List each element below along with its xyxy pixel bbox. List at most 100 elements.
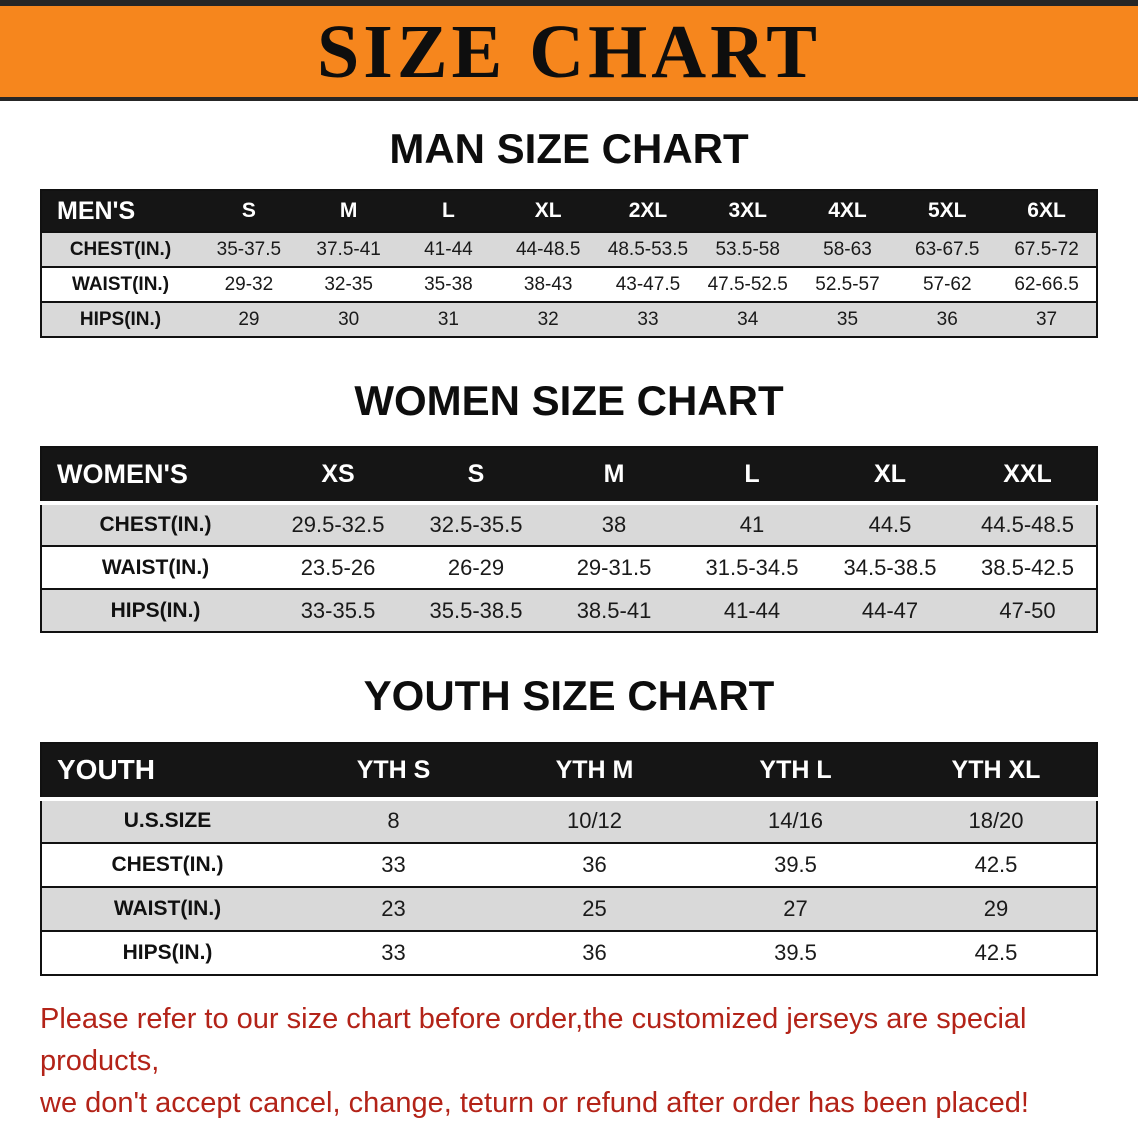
size-value-cell: 30 [298,301,399,339]
size-value-cell: 36 [494,841,695,888]
size-value-cell: 36 [897,301,998,339]
men-row-hips-in: HIPS(IN.) 29 30 31 32 33 34 35 36 37 [41,301,1097,339]
men-size-column-header: M [298,189,399,234]
youth-table-title: YOUTH [41,741,293,801]
men-size-column-header: L [398,189,499,234]
size-value-cell: 42.5 [896,841,1097,888]
women-size-column-header: XL [821,446,959,506]
women-table-title: WOMEN'S [41,446,269,506]
men-table-title: MEN'S [41,189,199,234]
women-row-hips-in: HIPS(IN.) 33-35.5 35.5-38.5 38.5-41 41-44 44-… [41,588,1097,634]
women-size-column-header: XS [269,446,407,506]
men-size-column-header: 4XL [797,189,898,234]
row-label: HIPS(IN.) [41,588,269,634]
men-size-table: MEN'S S M L XL 2XL 3XL 4XL 5XL 6XL CHEST(IN.) 35-37… [40,189,1098,339]
size-value-cell: 29-31.5 [545,545,683,591]
men-size-column-header: 5XL [897,189,998,234]
youth-size-table: YOUTH YTH S YTH M YTH L YTH XL U.S.SIZE 8 10/12… [40,741,1098,976]
men-size-column-header: S [199,189,299,234]
size-value-cell: 36 [494,929,695,976]
row-label: CHEST(IN.) [41,841,293,888]
men-size-column-header: 6XL [997,189,1097,234]
men-size-column-header: XL [498,189,599,234]
size-value-cell: 35-38 [398,266,499,304]
size-value-cell: 32 [498,301,599,339]
size-value-cell: 57-62 [897,266,998,304]
size-value-cell: 47.5-52.5 [697,266,798,304]
size-value-cell: 44.5-48.5 [959,502,1097,548]
women-row-waist-in: WAIST(IN.) 23.5-26 26-29 29-31.5 31.5-34.5 34… [41,545,1097,591]
size-value-cell: 39.5 [695,841,896,888]
size-value-cell: 67.5-72 [997,231,1097,269]
size-value-cell: 33-35.5 [269,588,407,634]
size-value-cell: 35-37.5 [199,231,299,269]
youth-row-chest-in: CHEST(IN.) 33 36 39.5 42.5 [41,841,1097,888]
page-title: SIZE CHART [316,9,821,94]
size-value-cell: 29-32 [199,266,299,304]
size-value-cell: 44-47 [821,588,959,634]
size-value-cell: 39.5 [695,929,896,976]
size-value-cell: 14/16 [695,797,896,844]
size-value-cell: 33 [293,929,494,976]
men-size-column-header: 3XL [697,189,798,234]
footer-note: Please refer to our size chart before or… [40,998,1098,1124]
size-value-cell: 18/20 [896,797,1097,844]
women-size-column-header: L [683,446,821,506]
women-section-heading: WOMEN SIZE CHART [354,377,784,425]
row-label: CHEST(IN.) [41,231,199,269]
women-size-column-header: M [545,446,683,506]
youth-row-u-s-size: U.S.SIZE 8 10/12 14/16 18/20 [41,797,1097,844]
youth-row-hips-in: HIPS(IN.) 33 36 39.5 42.5 [41,929,1097,976]
men-row-waist-in: WAIST(IN.) 29-32 32-35 35-38 38-43 43-47.5 47.… [41,266,1097,304]
men-table-header-row: MEN'S S M L XL 2XL 3XL 4XL 5XL 6XL [41,189,1097,234]
size-value-cell: 8 [293,797,494,844]
size-value-cell: 44.5 [821,502,959,548]
size-value-cell: 29 [199,301,299,339]
size-value-cell: 41 [683,502,821,548]
size-value-cell: 34.5-38.5 [821,545,959,591]
size-value-cell: 41-44 [683,588,821,634]
women-size-table: WOMEN'S XS S M L XL XXL CHEST(IN.) 29.5-32.5 32.5… [40,446,1098,634]
men-row-chest-in: CHEST(IN.) 35-37.5 37.5-41 41-44 44-48.5 48.5… [41,231,1097,269]
size-value-cell: 53.5-58 [697,231,798,269]
size-value-cell: 37.5-41 [298,231,399,269]
size-value-cell: 63-67.5 [897,231,998,269]
size-value-cell: 25 [494,885,695,932]
size-value-cell: 52.5-57 [797,266,898,304]
row-label: WAIST(IN.) [41,266,199,304]
note-line-2: we don't accept cancel, change, teturn o… [40,1086,1029,1119]
men-size-column-header: 2XL [598,189,698,234]
size-value-cell: 31.5-34.5 [683,545,821,591]
size-value-cell: 38 [545,502,683,548]
women-row-chest-in: CHEST(IN.) 29.5-32.5 32.5-35.5 38 41 44.5 44.5… [41,502,1097,548]
size-value-cell: 58-63 [797,231,898,269]
youth-size-column-header: YTH S [293,741,494,801]
section-youth: YOUTH SIZE CHART YOUTH YTH S YTH M YTH L YTH … [0,673,1138,976]
section-men: MAN SIZE CHART MEN'S S M L XL 2XL 3XL 4XL 5XL 6XL C… [0,125,1138,339]
size-value-cell: 43-47.5 [598,266,698,304]
banner: SIZE CHART [0,0,1138,101]
size-value-cell: 32.5-35.5 [407,502,545,548]
size-value-cell: 34 [697,301,798,339]
size-value-cell: 27 [695,885,896,932]
row-label: WAIST(IN.) [41,545,269,591]
size-value-cell: 37 [997,301,1097,339]
size-value-cell: 62-66.5 [997,266,1097,304]
youth-size-column-header: YTH M [494,741,695,801]
youth-row-waist-in: WAIST(IN.) 23 25 27 29 [41,885,1097,932]
section-women: WOMEN SIZE CHART WOMEN'S XS S M L XL XXL CHEST(I… [0,377,1138,634]
row-label: CHEST(IN.) [41,502,269,548]
size-value-cell: 26-29 [407,545,545,591]
row-label: HIPS(IN.) [41,929,293,976]
youth-size-column-header: YTH L [695,741,896,801]
size-value-cell: 23 [293,885,494,932]
women-size-column-header: S [407,446,545,506]
row-label: WAIST(IN.) [41,885,293,932]
size-value-cell: 33 [293,841,494,888]
youth-size-column-header: YTH XL [896,741,1097,801]
size-value-cell: 44-48.5 [498,231,599,269]
size-value-cell: 10/12 [494,797,695,844]
size-value-cell: 38.5-42.5 [959,545,1097,591]
size-value-cell: 32-35 [298,266,399,304]
